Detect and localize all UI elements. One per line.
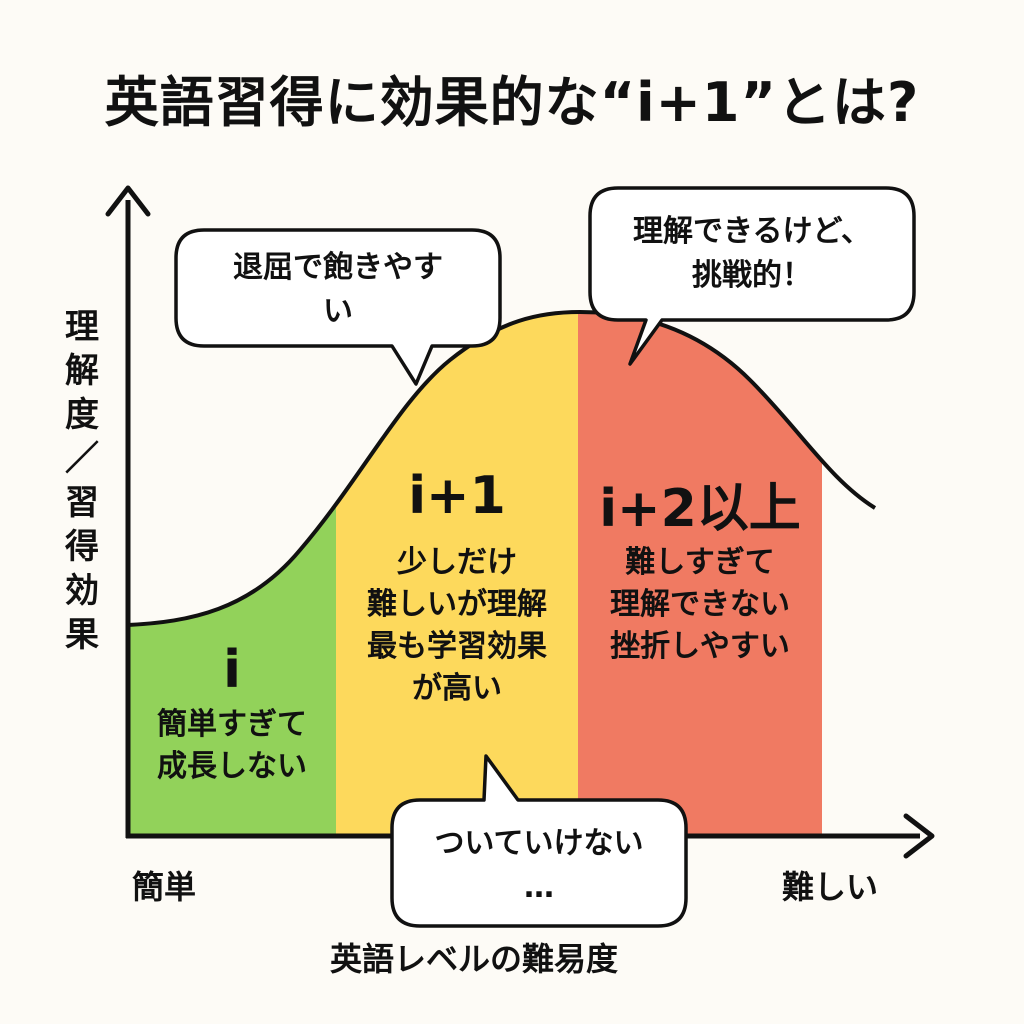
zone-i-plus-1-description: 少しだけ 難しいが理解 最も学習効果 が高い [336, 542, 578, 710]
zone-i-plus-2-desc-line: 挫折しやすい [610, 629, 790, 664]
zone-i-desc-line: 簡単すぎて [157, 707, 307, 742]
zone-i-plus-2-desc-line: 理解できない [610, 587, 790, 622]
y-axis-label-char: 習 [65, 483, 99, 523]
zone-i-plus-1-desc-line: 少しだけ [397, 545, 517, 580]
zone-i-description: 簡単すぎて 成長しない [128, 704, 336, 788]
zone-i-plus-2-description: 難しすぎて 理解できない 挫折しやすい [578, 542, 822, 668]
y-axis-label-char: 度 [65, 395, 99, 435]
bubble-boring-text: 退屈で飽きやす い [176, 246, 500, 334]
zone-i-plus-2-title: i+2以上 [599, 479, 801, 539]
x-axis-max-label: 難しい [782, 868, 879, 906]
y-axis-label-char: 効 [65, 571, 99, 611]
y-axis-label-char: 得 [65, 527, 99, 567]
speech-bubble-challenging [588, 186, 916, 366]
bubble-challenging-line: 挑戦的！ [692, 258, 812, 293]
y-axis-label-char: 理 [65, 307, 99, 347]
zone-i-plus-1-title: i+1 [408, 466, 506, 526]
zone-i-plus-2-desc-line: 難しすぎて [625, 545, 775, 580]
x-axis-arrow-icon [903, 813, 935, 859]
y-axis-arrow-icon [105, 185, 151, 217]
bubble-cant-keep-up-line: … [524, 870, 554, 905]
bubble-cant-keep-up-line: ついていけない [434, 826, 644, 861]
bubble-boring-line: い [323, 294, 353, 329]
speech-bubble-cant-keep-up [390, 754, 688, 928]
x-axis-label: 英語レベルの難易度 [330, 940, 619, 978]
y-axis-label-char: 解 [65, 351, 99, 391]
zone-i-plus-1-desc-line: が高い [412, 671, 502, 706]
page-title: 英語習得に効果的な“i+1”とは? [104, 71, 920, 134]
zone-i-plus-1-desc-line: 最も学習効果 [367, 629, 547, 664]
bubble-cant-keep-up-text: ついていけない … [392, 822, 686, 910]
y-axis-label: 理 解 度 ／ 習 得 効 果 [58, 305, 106, 657]
difficulty-curve [127, 309, 877, 627]
zone-i-title: i [223, 640, 241, 700]
bubble-challenging-line: 理解できるけど、 [633, 214, 871, 249]
x-axis-min-label: 簡単 [132, 868, 197, 906]
speech-bubble-boring [174, 228, 502, 386]
bubble-challenging-text: 理解できるけど、 挑戦的！ [590, 210, 914, 298]
y-axis-label-char: ／ [65, 439, 99, 479]
zone-i-plus-1-desc-line: 難しいが理解 [367, 587, 547, 622]
bubble-boring-line: 退屈で飽きやす [233, 250, 443, 285]
zone-i-desc-line: 成長しない [157, 749, 307, 784]
y-axis-label-char: 果 [65, 615, 99, 655]
